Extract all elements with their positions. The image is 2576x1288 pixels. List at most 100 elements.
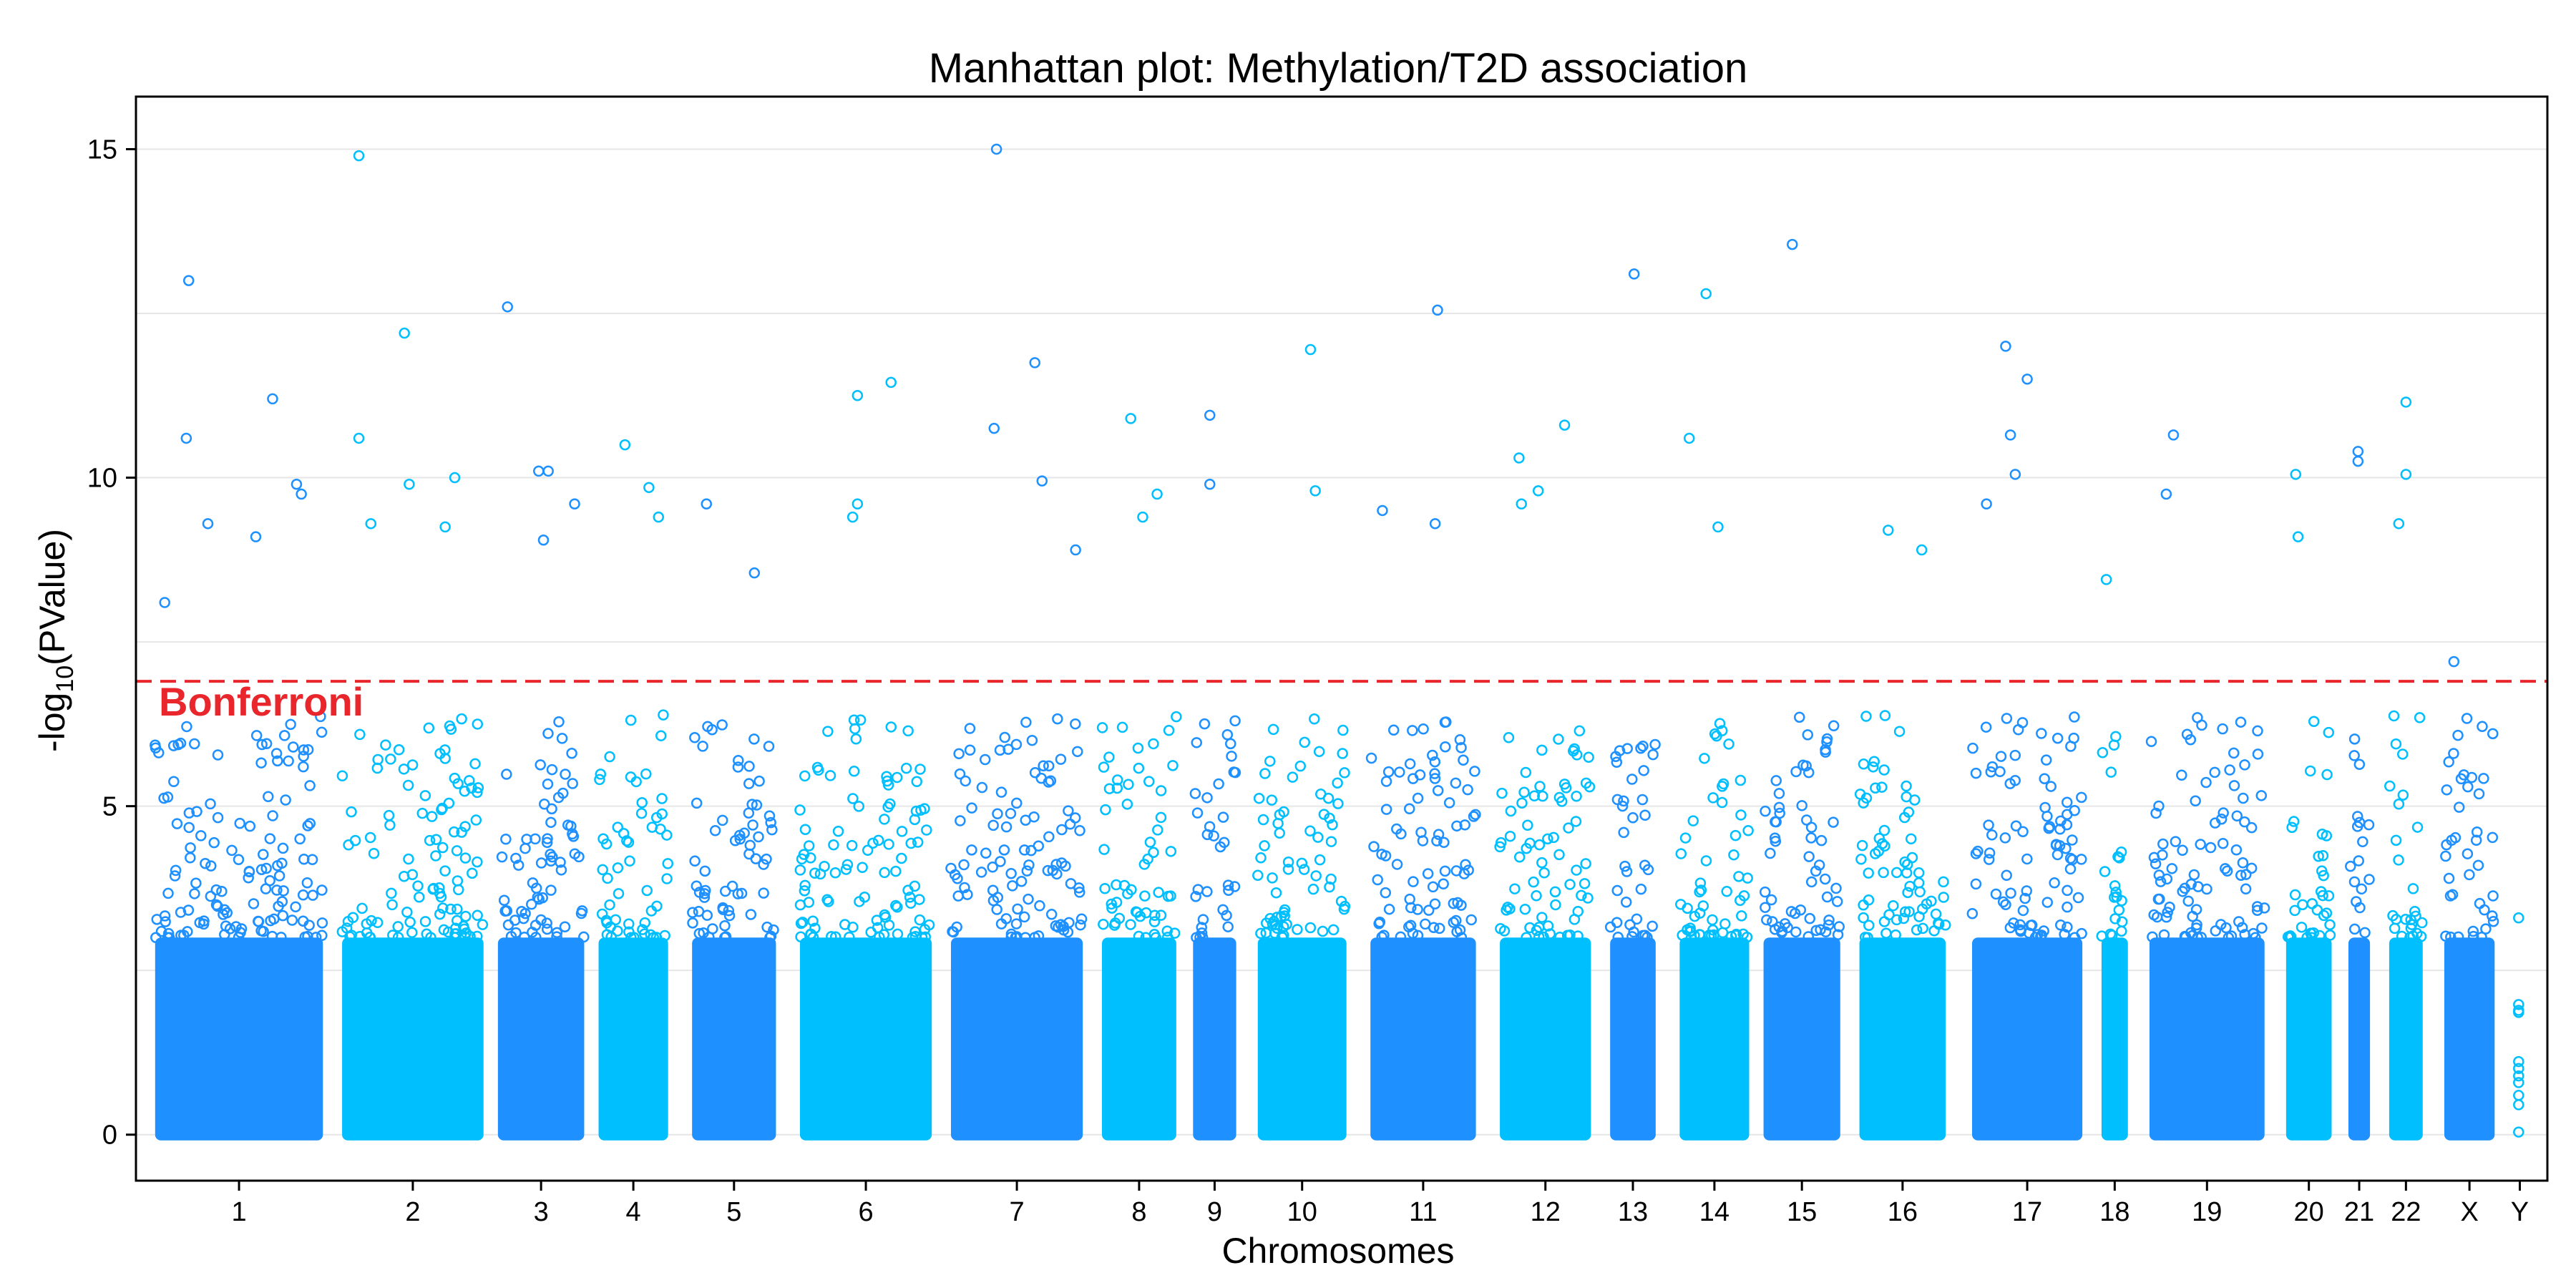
data-point: [1429, 773, 1441, 784]
data-point: [1458, 754, 1469, 766]
data-point: [1564, 929, 1576, 941]
data-point: [2480, 923, 2492, 935]
top-hit-point: [202, 518, 214, 530]
data-point: [1533, 839, 1546, 851]
data-point: [2228, 747, 2240, 759]
data-point: [364, 932, 376, 943]
data-point: [1495, 836, 1507, 849]
data-point: [1509, 883, 1521, 894]
data-point: [1859, 932, 1871, 943]
data-point: [500, 833, 512, 845]
data-point: [2179, 930, 2191, 942]
data-point: [498, 894, 510, 907]
data-point: [155, 925, 167, 937]
data-point: [2348, 923, 2361, 935]
data-point: [2255, 790, 2268, 801]
data-point: [1568, 914, 1581, 925]
top-hit-point: [643, 482, 655, 494]
data-point: [979, 753, 991, 766]
top-hit-point: [1036, 475, 1048, 487]
data-point: [854, 714, 867, 726]
data-point: [1229, 766, 1241, 779]
data-point: [443, 797, 455, 809]
data-point: [2317, 889, 2328, 902]
data-point: [2110, 887, 2122, 898]
data-point: [2441, 784, 2453, 796]
data-point: [1112, 774, 1123, 786]
data-point: [304, 818, 316, 829]
top-hit-point: [885, 376, 897, 389]
data-point: [208, 836, 220, 849]
bonferroni-threshold: Bonferroni: [136, 679, 2547, 724]
data-point: [2446, 889, 2459, 900]
data-point: [1760, 902, 1771, 913]
data-point: [1815, 924, 1826, 936]
data-point: [987, 819, 999, 831]
chromosome-band-10: [1257, 937, 1347, 1141]
data-point: [2384, 780, 2396, 792]
data-point: [294, 833, 306, 845]
data-point: [1624, 919, 1636, 931]
data-point: [1103, 783, 1116, 794]
data-point: [1805, 821, 1818, 833]
data-point: [150, 932, 162, 943]
x-tick-label-13: 13: [1618, 1197, 1648, 1227]
data-point: [1903, 906, 1915, 917]
data-point: [1429, 756, 1441, 768]
data-point: [2155, 876, 2167, 887]
data-point: [1100, 804, 1111, 816]
data-point: [1647, 748, 1659, 761]
data-point: [1611, 756, 1623, 768]
data-point: [1274, 809, 1286, 821]
data-point: [555, 864, 567, 876]
top-hit-point: [449, 472, 461, 484]
data-point: [1995, 751, 2007, 762]
data-point: [1002, 743, 1014, 755]
data-point: [452, 875, 464, 887]
data-point: [2209, 817, 2221, 829]
data-point: [1760, 805, 1771, 817]
data-point: [1878, 764, 1890, 776]
data-point: [234, 817, 245, 829]
data-point: [803, 840, 815, 852]
data-point: [2223, 932, 2235, 944]
data-point: [890, 899, 902, 912]
data-point: [896, 852, 907, 864]
data-point: [826, 931, 837, 942]
top-hit-point: [1712, 521, 1724, 533]
top-hit-point: [2400, 469, 2412, 480]
data-point: [1122, 888, 1133, 899]
data-point: [720, 931, 732, 942]
data-point: [1899, 906, 1911, 918]
data-point: [962, 889, 973, 900]
data-point: [1060, 860, 1071, 872]
data-point: [716, 719, 728, 731]
data-point: [1828, 816, 1839, 828]
data-point: [1005, 867, 1017, 879]
x-tick-label-8: 8: [1131, 1197, 1146, 1227]
data-point: [1694, 877, 1707, 889]
data-point: [430, 834, 442, 846]
data-point: [733, 755, 744, 766]
data-point: [1503, 732, 1515, 743]
data-point: [2324, 930, 2336, 941]
data-point: [2113, 904, 2125, 916]
data-point: [803, 897, 815, 908]
top-hit-point: [1429, 518, 1441, 530]
data-point: [2021, 885, 2033, 897]
chromosome-band-21: [2348, 937, 2371, 1141]
data-point: [406, 927, 418, 938]
data-point: [1161, 925, 1173, 937]
data-point: [1259, 840, 1270, 852]
data-point: [578, 931, 590, 943]
chromosome-band-18: [2101, 937, 2128, 1141]
data-point: [467, 867, 478, 879]
data-point: [392, 932, 404, 943]
top-hit-point: [2290, 469, 2302, 480]
data-point: [689, 732, 701, 743]
data-point: [1939, 919, 1951, 931]
data-point: [298, 751, 309, 762]
data-point: [1038, 760, 1049, 772]
data-point: [1204, 821, 1216, 832]
